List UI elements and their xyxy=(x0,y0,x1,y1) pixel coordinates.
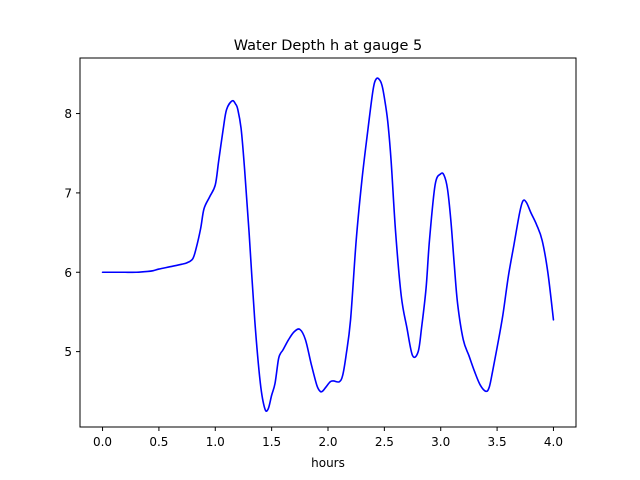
y-tick-label: 8 xyxy=(64,107,72,121)
x-tick-label: 1.0 xyxy=(206,435,225,449)
x-tick-label: 0.5 xyxy=(149,435,168,449)
x-axis-label: hours xyxy=(311,456,345,470)
y-tick-label: 5 xyxy=(64,345,72,359)
chart-title: Water Depth h at gauge 5 xyxy=(234,38,422,54)
series-layer xyxy=(101,77,555,413)
y-axis-ticks: 5 6 7 8 xyxy=(64,107,80,359)
x-tick-label: 4.0 xyxy=(544,435,563,449)
x-tick-label: 2.5 xyxy=(375,435,394,449)
x-tick-label: 3.5 xyxy=(488,435,507,449)
y-tick-label: 6 xyxy=(64,266,72,280)
plot-area-frame xyxy=(79,57,577,428)
x-tick-label: 0.0 xyxy=(93,435,112,449)
x-tick-label: 1.5 xyxy=(262,435,281,449)
y-tick-label: 7 xyxy=(64,186,72,200)
x-tick-label: 3.0 xyxy=(431,435,450,449)
x-tick-label: 2.0 xyxy=(318,435,337,449)
series-line xyxy=(101,77,555,413)
x-axis-ticks: 0.0 0.5 1.0 1.5 2.0 2.5 3.0 3.5 4.0 xyxy=(93,427,563,449)
